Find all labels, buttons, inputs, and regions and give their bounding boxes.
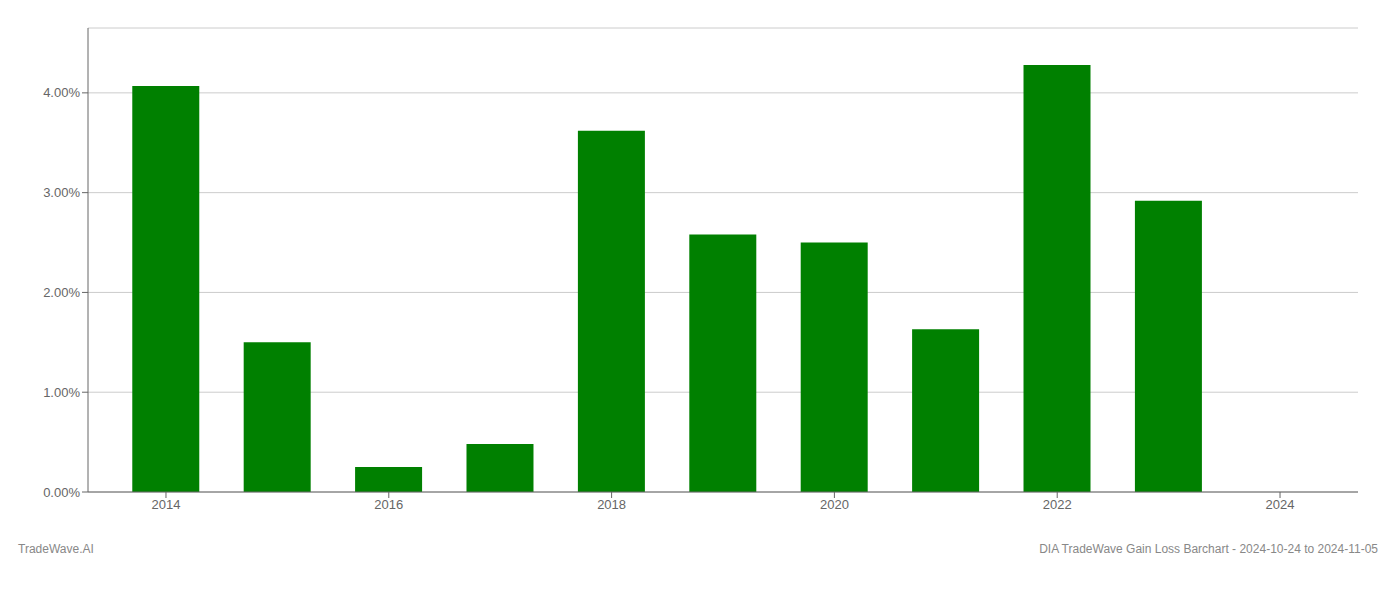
- svg-text:2.00%: 2.00%: [43, 285, 80, 300]
- svg-text:2022: 2022: [1043, 497, 1072, 512]
- svg-text:1.00%: 1.00%: [43, 385, 80, 400]
- svg-text:2016: 2016: [374, 497, 403, 512]
- svg-text:2020: 2020: [820, 497, 849, 512]
- svg-text:2018: 2018: [597, 497, 626, 512]
- svg-text:2014: 2014: [152, 497, 181, 512]
- svg-text:3.00%: 3.00%: [43, 185, 80, 200]
- svg-text:4.00%: 4.00%: [43, 85, 80, 100]
- svg-text:0.00%: 0.00%: [43, 485, 80, 500]
- html-text:TradeWave.AI: TradeWave.AI: [18, 542, 94, 556]
- svg-text:2024: 2024: [1266, 497, 1295, 512]
- html-text:DIA TradeWave Gain Loss Barcha: DIA TradeWave Gain Loss Barchart - 2024-…: [1039, 542, 1378, 556]
